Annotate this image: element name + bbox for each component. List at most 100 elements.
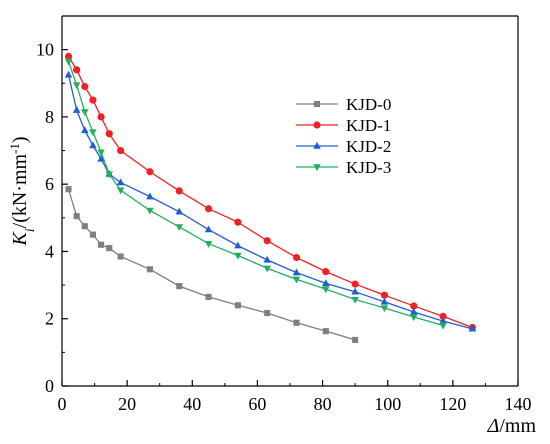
data-point	[81, 83, 89, 91]
data-point	[264, 309, 271, 317]
data-point	[175, 207, 184, 215]
x-tick-label: 120	[439, 394, 466, 414]
x-tick-label: 140	[505, 394, 532, 414]
y-tick-label: 0	[45, 376, 54, 396]
data-point	[409, 314, 418, 322]
data-point	[89, 129, 97, 137]
data-point	[234, 302, 241, 309]
y-tick-label: 6	[45, 174, 54, 194]
x-tick-label: 0	[58, 394, 67, 414]
data-point	[351, 280, 359, 288]
series-line	[67, 56, 473, 329]
data-point	[263, 255, 271, 263]
data-point	[322, 279, 330, 287]
data-point	[176, 283, 183, 290]
series-kjd-1	[64, 52, 476, 332]
data-point	[98, 241, 105, 248]
data-point	[351, 296, 359, 304]
series-layer	[64, 52, 477, 343]
y-axis-label-subscript: i	[23, 228, 38, 232]
data-point	[439, 312, 447, 320]
data-point	[263, 237, 271, 245]
series-line	[67, 61, 444, 327]
data-point	[117, 146, 125, 155]
data-point	[146, 207, 154, 215]
data-point	[292, 276, 301, 284]
y-tick-label: 8	[45, 107, 54, 127]
y-tick-label: 10	[36, 40, 54, 60]
data-point	[351, 287, 359, 295]
series-kjd-3	[64, 58, 447, 330]
data-point	[146, 168, 154, 176]
data-point	[263, 265, 271, 273]
data-point	[380, 291, 389, 299]
legend-item: KJD-3	[296, 158, 391, 177]
data-point	[97, 113, 105, 121]
x-ticks: 0 20 40 60 80 100 120 140	[58, 380, 532, 414]
data-point	[322, 328, 329, 335]
legend-item: KJD-0	[296, 95, 391, 114]
data-point	[175, 187, 183, 195]
data-point	[89, 141, 97, 149]
data-point	[73, 213, 80, 220]
data-point	[81, 223, 88, 230]
legend-label: KJD-2	[346, 137, 391, 156]
y-axis-label-symbol: K	[9, 231, 31, 247]
y-ticks: 0 2 4 6 8 10	[36, 15, 68, 396]
data-point	[64, 70, 73, 78]
data-point	[175, 224, 184, 232]
x-axis-label-unit: /mm	[499, 415, 536, 437]
series-kjd-0	[65, 186, 359, 343]
x-tick-label: 20	[118, 394, 136, 414]
legend-swatch-marker	[313, 100, 321, 108]
legend: KJD-0 KJD-1 KJD-2 KJD-3	[296, 95, 391, 177]
y-axis-label: Ki/(kN·mm-1)	[7, 136, 38, 246]
data-point	[106, 245, 113, 252]
x-tick-label: 40	[183, 394, 201, 414]
data-point	[234, 252, 242, 260]
x-axis-label-symbol: Δ	[487, 415, 500, 437]
data-point	[322, 286, 330, 294]
data-point	[117, 253, 124, 260]
data-point	[352, 336, 359, 343]
y-axis-label-unit: /(kN·mm	[9, 153, 31, 228]
data-point	[65, 186, 72, 193]
data-point	[292, 253, 301, 262]
data-point	[204, 241, 213, 248]
data-point	[89, 96, 97, 104]
data-point	[205, 293, 212, 300]
legend-item: KJD-1	[296, 116, 391, 135]
x-axis-label: Δ/mm	[487, 415, 537, 437]
legend-swatch-marker	[313, 141, 321, 149]
data-point	[146, 192, 154, 200]
series-line	[67, 74, 473, 330]
data-point	[72, 82, 81, 90]
data-point	[204, 205, 213, 213]
legend-item: KJD-2	[296, 137, 391, 156]
data-point	[72, 106, 81, 113]
y-axis-label-close: )	[9, 136, 31, 143]
data-point	[204, 225, 213, 233]
data-point	[410, 302, 418, 310]
data-point	[105, 171, 114, 179]
y-axis-label-exponent: -1	[7, 143, 22, 154]
data-point	[380, 305, 389, 313]
y-tick-label: 2	[45, 309, 54, 329]
legend-label: KJD-0	[346, 95, 391, 114]
data-point	[116, 178, 125, 186]
x-tick-label: 100	[374, 394, 401, 414]
data-point	[97, 149, 105, 157]
data-point	[292, 268, 301, 276]
data-point	[234, 241, 242, 249]
legend-label: KJD-3	[346, 158, 391, 177]
series-kjd-2	[64, 70, 477, 332]
data-point	[234, 218, 242, 226]
data-point	[81, 109, 89, 117]
data-point	[468, 324, 477, 332]
legend-swatch-marker	[313, 121, 321, 129]
data-point	[293, 319, 300, 326]
data-point	[64, 52, 73, 60]
x-tick-label: 80	[314, 394, 332, 414]
data-point	[97, 154, 105, 162]
